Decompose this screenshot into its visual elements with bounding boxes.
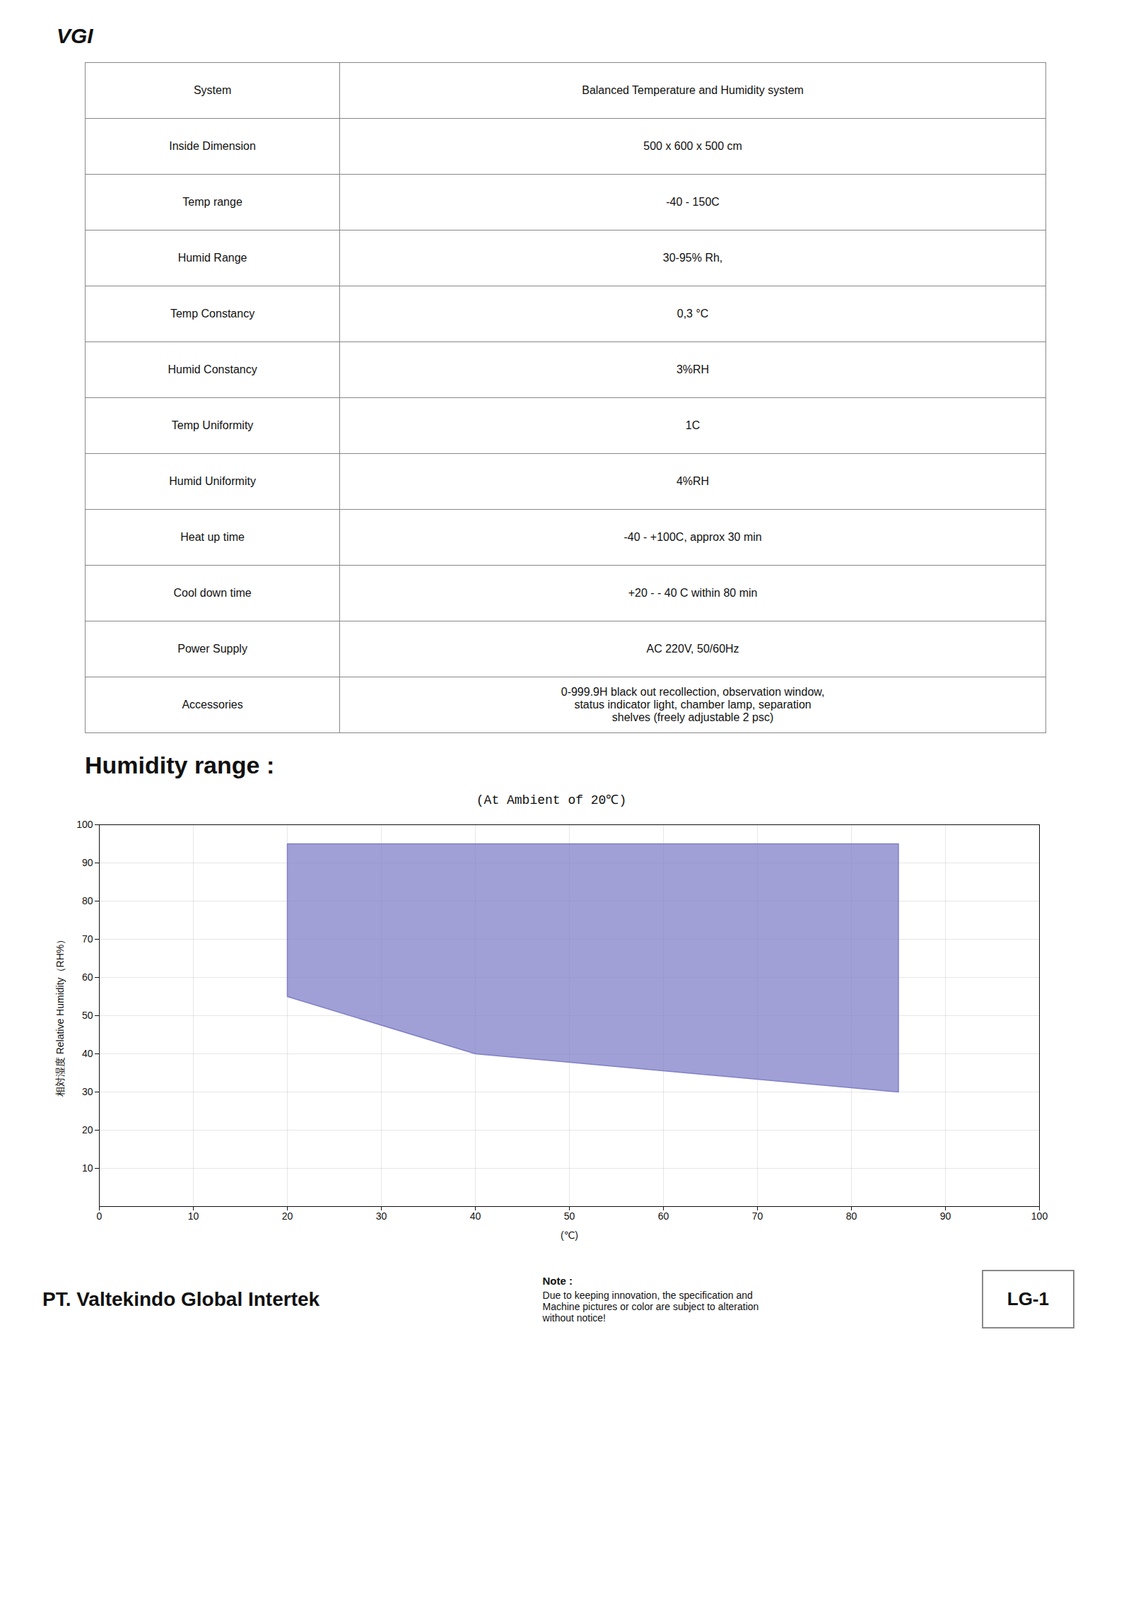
svg-text:50: 50 (81, 1009, 94, 1021)
svg-text:50: 50 (564, 1210, 576, 1222)
svg-text:相対湿度 Relative Humidity（RH%）: 相対湿度 Relative Humidity（RH%） (54, 934, 66, 1097)
svg-text:40: 40 (470, 1210, 482, 1222)
html-text:-40 - +100C, approx 30 min: -40 - +100C, approx 30 min (623, 530, 762, 543)
svg-text:100: 100 (1031, 1210, 1049, 1222)
html-text:Power Supply: Power Supply (177, 642, 248, 655)
svg-text:80: 80 (846, 1210, 858, 1222)
html-text:PT. Valtekindo Global Intertek: PT. Valtekindo Global Intertek (42, 1287, 320, 1310)
svg-text:(℃): (℃) (560, 1229, 579, 1241)
svg-text:70: 70 (752, 1210, 764, 1222)
html-text:Temp Uniformity: Temp Uniformity (171, 419, 254, 432)
svg-text:10: 10 (188, 1210, 200, 1222)
html-text:Humid Range: Humid Range (177, 251, 248, 264)
svg-text:60: 60 (658, 1210, 670, 1222)
svg-text:80: 80 (81, 894, 94, 907)
html-text:Humid Uniformity: Humid Uniformity (169, 475, 256, 488)
html-text:AC 220V, 50/60Hz: AC 220V, 50/60Hz (646, 642, 740, 655)
html-text:Temp range: Temp range (182, 195, 243, 208)
svg-text:20: 20 (81, 1123, 94, 1136)
svg-text:10: 10 (81, 1162, 94, 1174)
html-text:-40 - 150C: -40 - 150C (666, 195, 720, 208)
html-text:Note :: Note : (542, 1274, 573, 1287)
html-text:(At Ambient of 20℃): (At Ambient of 20℃) (476, 793, 627, 808)
svg-text:40: 40 (81, 1047, 94, 1059)
html-text:4%RH: 4%RH (676, 475, 710, 488)
svg-text:90: 90 (81, 856, 94, 869)
html-text:30-95% Rh,: 30-95% Rh, (662, 251, 723, 264)
html-text:Balanced Temperature and Humid: Balanced Temperature and Humidity system (581, 84, 804, 97)
html-text:0-999.9H black out recollectio: 0-999.9H black out recollection, observa… (561, 685, 825, 724)
svg-text:0: 0 (96, 1210, 103, 1222)
html-text:Humidity range :: Humidity range : (84, 751, 275, 779)
svg-text:100: 100 (76, 818, 94, 830)
html-text:3%RH: 3%RH (676, 363, 710, 376)
html-text:LG-1: LG-1 (1007, 1287, 1050, 1310)
html-text:Cool down time: Cool down time (173, 586, 252, 599)
html-text:Humid Constancy: Humid Constancy (167, 363, 258, 376)
html-text:VGI: VGI (56, 24, 94, 48)
svg-text:30: 30 (81, 1085, 94, 1098)
html-text:1C: 1C (685, 419, 701, 432)
html-text:Temp Constancy: Temp Constancy (170, 307, 255, 320)
html-text:+20 - - 40 C within 80 min: +20 - - 40 C within 80 min (628, 586, 758, 599)
html-text:500 x 600 x 500 cm: 500 x 600 x 500 cm (643, 139, 743, 152)
html-text:Heat up time: Heat up time (180, 530, 245, 543)
svg-text:90: 90 (940, 1210, 952, 1222)
svg-text:20: 20 (282, 1210, 294, 1222)
html-text:0,3 °C: 0,3 °C (676, 307, 709, 320)
svg-text:30: 30 (376, 1210, 388, 1222)
svg-text:70: 70 (81, 933, 94, 945)
svg-text:60: 60 (81, 971, 94, 983)
html-text:Accessories: Accessories (181, 698, 243, 711)
html-text:Inside Dimension: Inside Dimension (169, 139, 256, 152)
html-text:System: System (193, 84, 232, 97)
html-text:Due to keeping innovation, the: Due to keeping innovation, the specifica… (542, 1289, 759, 1324)
